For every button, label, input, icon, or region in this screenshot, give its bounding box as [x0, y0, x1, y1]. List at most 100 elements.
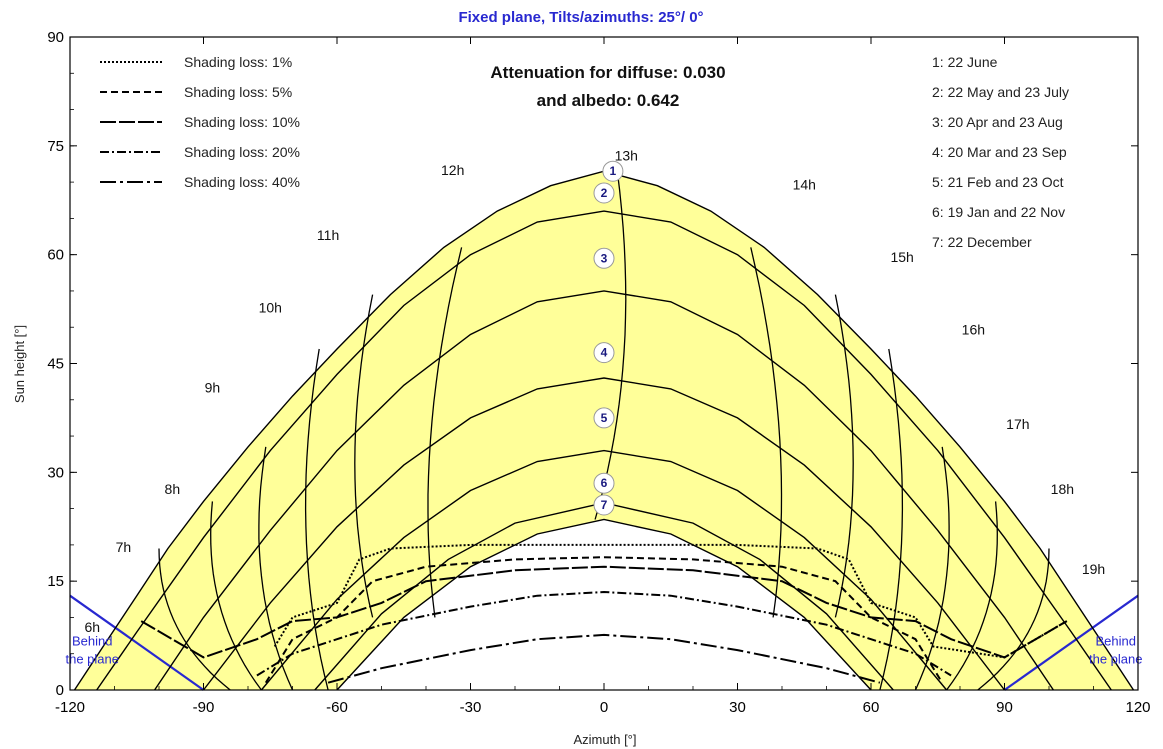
hour-line [594, 171, 627, 520]
hour-line [354, 294, 374, 618]
path-marker-label: 1 [610, 164, 617, 178]
path-marker-5: 5 [593, 407, 615, 429]
x-tick-label: 30 [729, 699, 746, 716]
behind-plane-line1: Behind [72, 634, 112, 649]
annotation-line-1: Attenuation for diffuse: 0.030 [490, 63, 725, 82]
hour-label: 10h [259, 300, 282, 316]
hour-label: 14h [793, 176, 816, 192]
hour-label: 16h [962, 321, 985, 337]
legend-item: Shading loss: 40% [100, 174, 300, 190]
hour-line [977, 548, 1050, 691]
path-marker-4: 4 [593, 342, 615, 364]
hour-label: 18h [1051, 481, 1074, 497]
x-axis-label: Azimuth [°] [574, 732, 637, 747]
path-marker-circle [593, 247, 615, 269]
y-tick-label: 60 [47, 247, 64, 264]
behind-plane-line-right [1003, 594, 1139, 691]
hour-label: 11h [317, 227, 339, 243]
y-axis-label: Sun height [°] [12, 325, 27, 403]
behind-plane-label-left: Behind the plane [66, 634, 120, 667]
legend-label: Shading loss: 20% [184, 144, 300, 160]
legend-label: Shading loss: 5% [184, 84, 292, 100]
hour-label: 6h [84, 619, 100, 635]
shading-loss-curve-4 [256, 590, 952, 677]
path-marker-7: 7 [593, 494, 615, 516]
y-tick-label: 75 [47, 138, 64, 155]
x-tick-label: -90 [193, 699, 215, 716]
date-legend-item: 1: 22 June [932, 54, 998, 70]
path-marker-2: 2 [593, 182, 615, 204]
date-legend: 1: 22 June 2: 22 May and 23 July 3: 20 Apr… [932, 54, 1069, 250]
path-marker-circle [602, 160, 624, 182]
date-legend-item: 5: 21 Feb and 23 Oct [932, 174, 1064, 190]
sun-zone-fill [74, 171, 1134, 690]
sun-path-2 [96, 210, 1112, 691]
path-marker-circle [593, 342, 615, 364]
date-legend-item: 7: 22 December [932, 234, 1032, 250]
date-legend-item: 4: 20 Mar and 23 Sep [932, 144, 1067, 160]
sun-path-7 [336, 518, 872, 691]
shading-loss-legend: Shading loss: 1% Shading loss: 5% Shading … [100, 54, 300, 190]
shading-loss-curve-1 [273, 543, 1068, 659]
x-tick-label: 0 [600, 699, 608, 716]
hour-line [834, 294, 854, 618]
path-marker-label: 4 [601, 346, 608, 360]
chart-title: Fixed plane, Tilts/azimuths: 25°/ 0° [458, 9, 703, 26]
hour-label: 12h [441, 162, 464, 178]
path-marker-6: 6 [593, 472, 615, 494]
path-marker-circle [593, 407, 615, 429]
plot-area: 12345676h7h8h9h10h11h12h13h14h15h16h17h1… [47, 29, 1150, 716]
path-marker-label: 7 [601, 498, 608, 512]
hour-label: 19h [1082, 561, 1105, 577]
y-tick-label: 90 [47, 29, 64, 46]
path-marker-label: 3 [601, 251, 608, 265]
behind-plane-line1: Behind [1096, 634, 1136, 649]
path-marker-circle [593, 472, 615, 494]
path-marker-3: 3 [593, 247, 615, 269]
hour-label: 15h [890, 249, 913, 265]
legend-item: Shading loss: 20% [100, 144, 300, 160]
x-tick-label: 120 [1125, 699, 1150, 716]
y-tick-label: 45 [47, 356, 64, 373]
annotation-line-2: and albedo: 0.642 [537, 91, 680, 110]
behind-plane-label-right: Behind the plane [1089, 634, 1143, 667]
legend-label: Shading loss: 10% [184, 114, 300, 130]
behind-plane-line2: the plane [1089, 652, 1143, 667]
hour-line [258, 446, 294, 691]
legend-item: Shading loss: 5% [100, 84, 292, 100]
y-tick-label: 15 [47, 573, 64, 590]
path-marker-circle [593, 182, 615, 204]
path-marker-label: 5 [601, 411, 608, 425]
x-tick-label: -60 [326, 699, 348, 716]
behind-plane-line2: the plane [66, 652, 120, 667]
path-marker-label: 2 [601, 186, 608, 200]
date-legend-item: 2: 22 May and 23 July [932, 84, 1069, 100]
path-marker-1: 1 [602, 160, 624, 182]
behind-plane-line-left [69, 594, 205, 691]
legend-item: Shading loss: 10% [100, 114, 300, 130]
hour-line [210, 501, 262, 691]
hour-line [946, 501, 998, 691]
hour-line [879, 348, 904, 691]
hour-label: 13h [615, 147, 638, 163]
legend-item: Shading loss: 1% [100, 54, 292, 70]
sun-path-4 [202, 377, 1006, 691]
hour-line [158, 548, 231, 691]
date-legend-item: 6: 19 Jan and 22 Nov [932, 204, 1065, 220]
date-legend-item: 3: 20 Apr and 23 Aug [932, 114, 1063, 130]
hour-line [750, 247, 783, 618]
shading-loss-curve-3 [140, 565, 1068, 659]
x-tick-label: 90 [996, 699, 1013, 716]
shading-loss-curve-5 [327, 633, 881, 684]
legend-label: Shading loss: 40% [184, 174, 300, 190]
hour-label: 8h [165, 481, 181, 497]
y-tick-label: 0 [56, 682, 64, 699]
sun-path-5 [260, 449, 948, 691]
x-tick-label: 60 [863, 699, 880, 716]
hour-line [304, 348, 329, 691]
x-tick-label: -30 [460, 699, 482, 716]
hour-line [914, 446, 950, 691]
hour-line [427, 247, 463, 618]
y-tick-label: 30 [47, 464, 64, 481]
